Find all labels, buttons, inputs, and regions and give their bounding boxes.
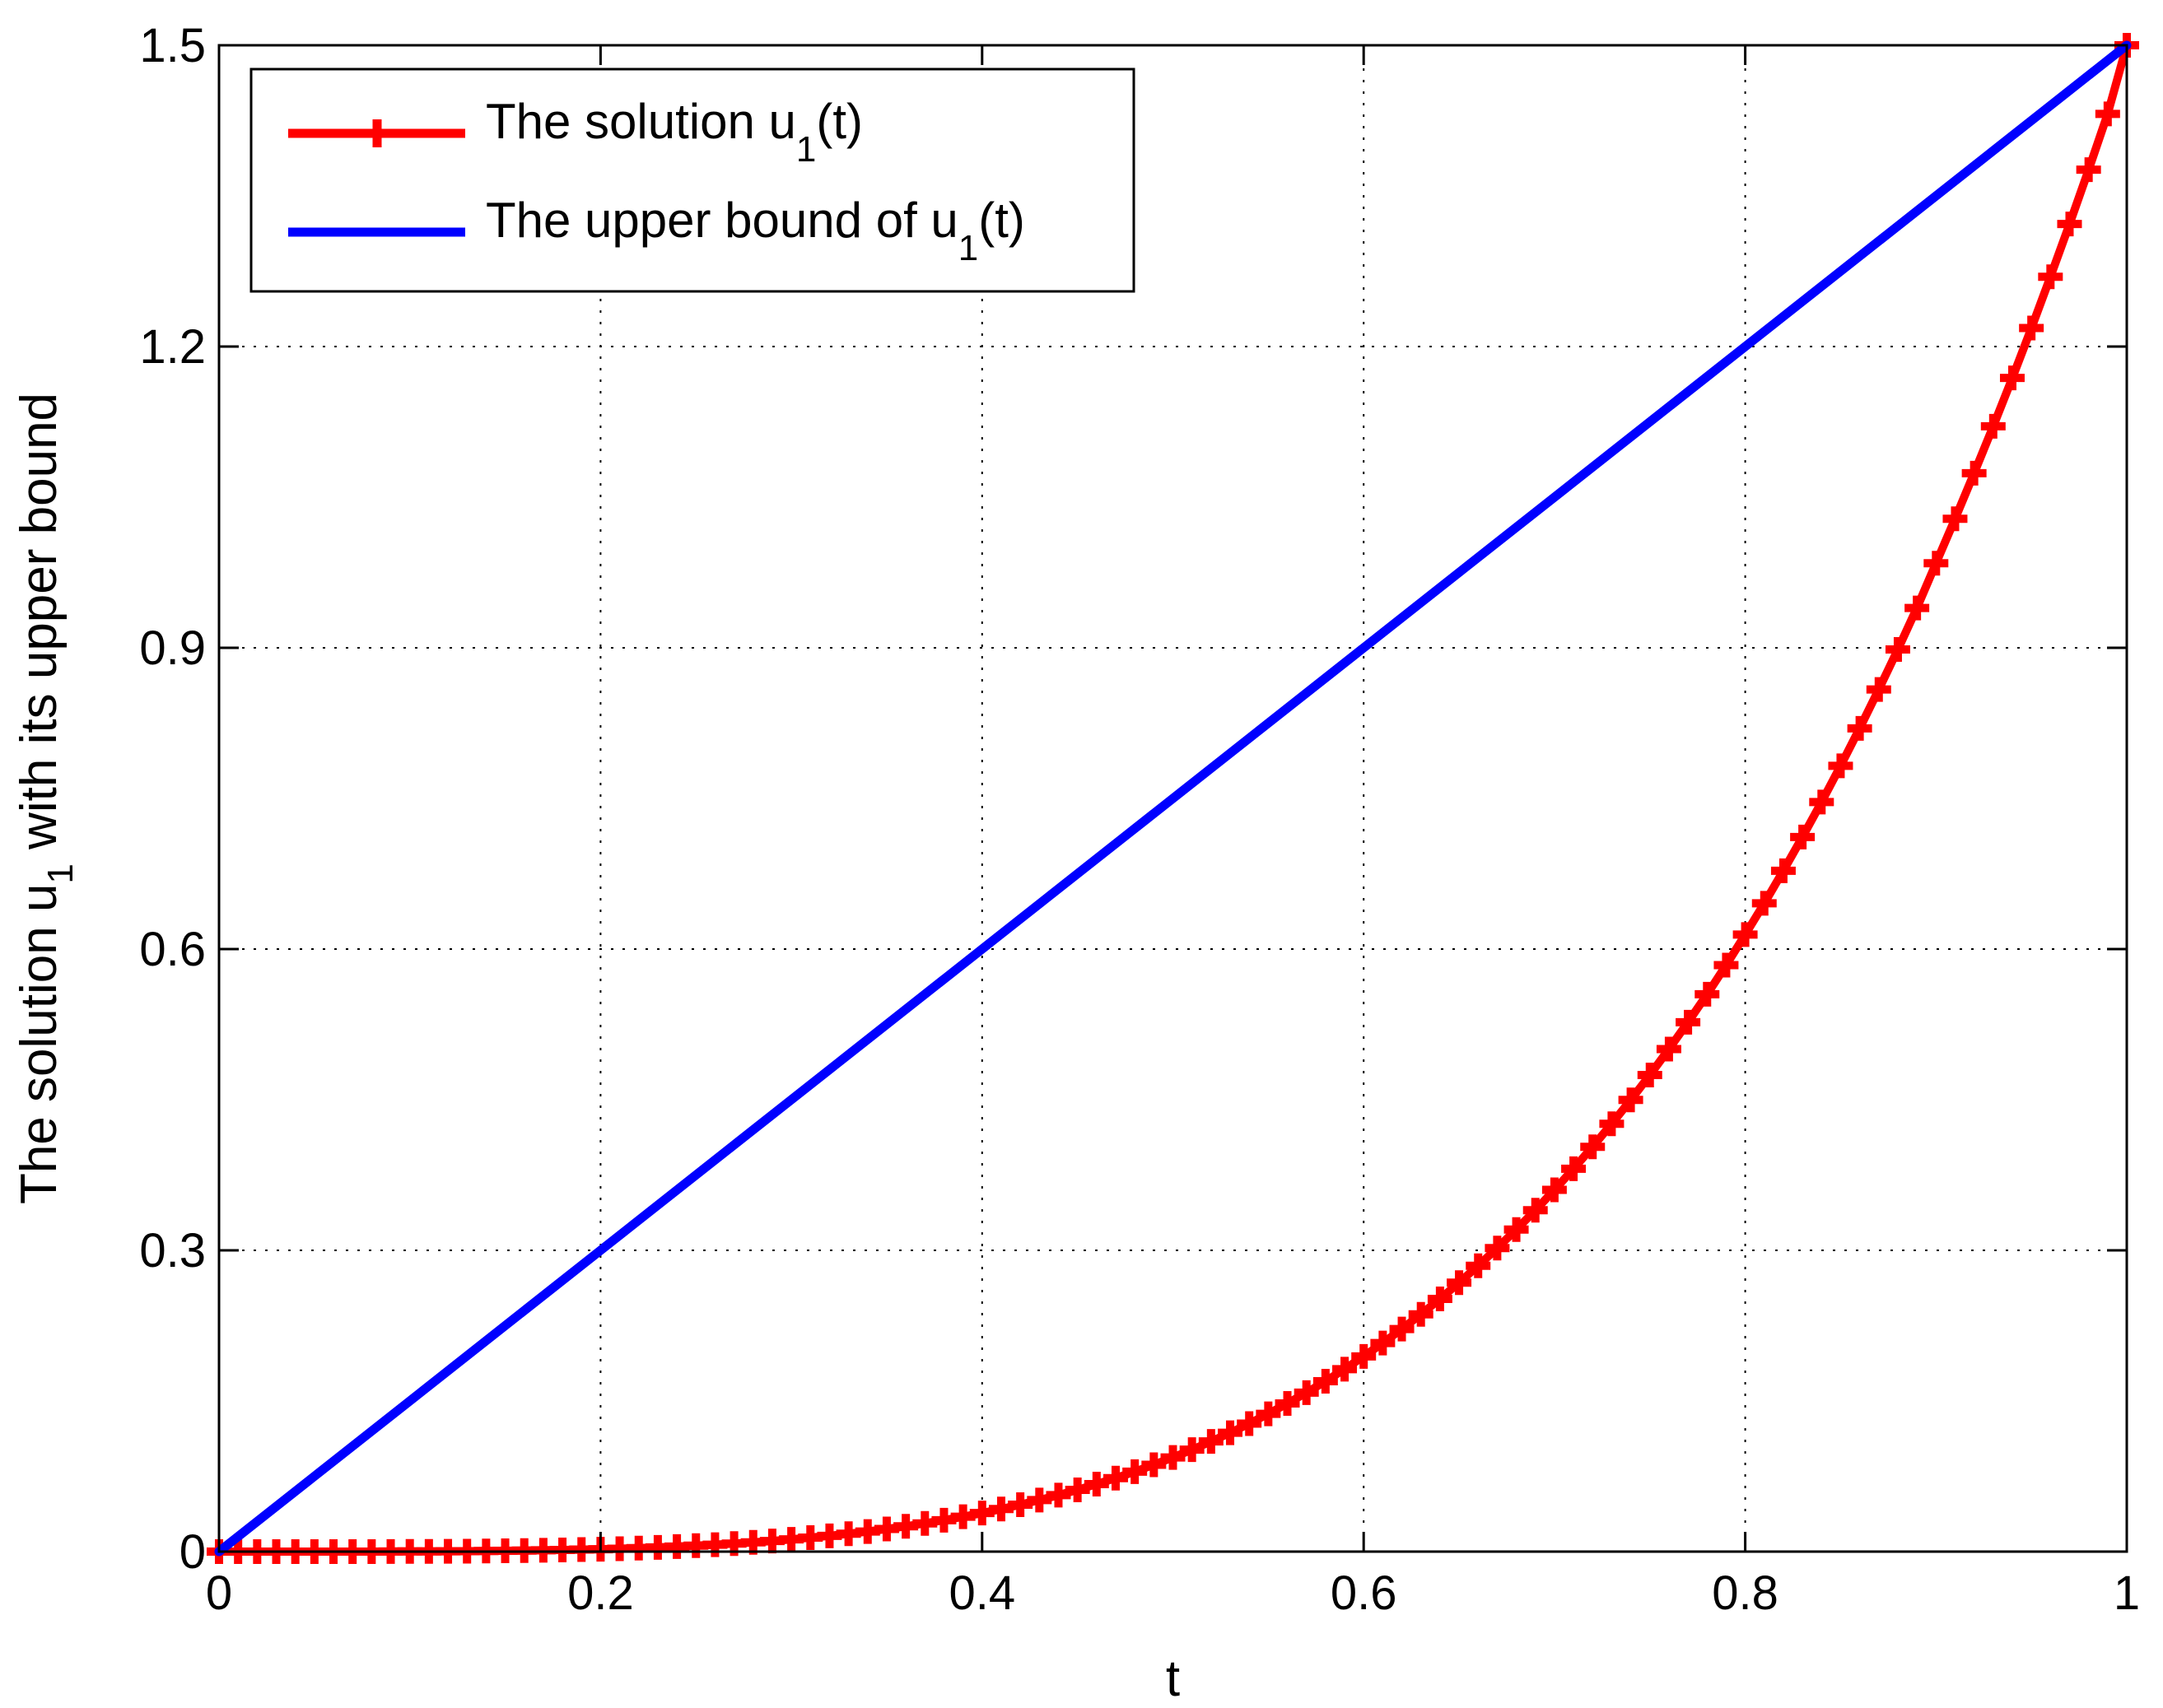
solution-marker [2038, 264, 2063, 290]
solution-marker [1084, 1472, 1109, 1497]
solution-marker [1237, 1411, 1262, 1436]
solution-marker [1522, 1198, 1548, 1223]
solution-marker [1695, 981, 1720, 1007]
solution-marker [2095, 101, 2120, 127]
solution-marker [1866, 677, 1891, 702]
solution-marker [1885, 636, 1910, 662]
legend-label-solution-main: The solution u [486, 94, 796, 149]
solution-marker [1618, 1087, 1643, 1113]
x-tick-label: 0.4 [949, 1566, 1015, 1620]
y-tick-label: 1.5 [139, 19, 206, 72]
plot-frame [217, 44, 2128, 1553]
solution-marker [1351, 1343, 1377, 1369]
solution-marker [1809, 789, 1834, 815]
legend-label-solution-sub: 1 [796, 129, 816, 170]
solution-marker [1427, 1287, 1452, 1312]
solution-marker [1370, 1330, 1396, 1356]
x-tick-label: 0 [206, 1566, 232, 1620]
solution-marker [1179, 1437, 1205, 1463]
solution-marker [1580, 1134, 1606, 1160]
solution-marker [1541, 1177, 1567, 1203]
solution-marker [1732, 922, 1758, 947]
solution-marker [1904, 595, 1930, 621]
legend-box [249, 67, 1135, 293]
ticks: 0 0.2 0.4 0.6 0.8 1 0 0.3 0.6 0.9 1.2 1.5 [139, 19, 2140, 1620]
solution-marker [1389, 1316, 1415, 1342]
y-axis-label-main: The solution u [11, 884, 68, 1204]
x-tick-label: 1 [2114, 1566, 2140, 1620]
solution-marker [1256, 1401, 1281, 1426]
solution-marker [1656, 1036, 1681, 1062]
y-tick-label: 0.3 [139, 1224, 206, 1278]
solution-marker [1599, 1111, 1625, 1137]
x-axis-label: t [1166, 1650, 1180, 1707]
solution-marker [1790, 824, 1816, 849]
x-tick-label: 0.6 [1331, 1566, 1397, 1620]
y-tick-label: 0.6 [139, 923, 206, 976]
solution-marker [1637, 1062, 1662, 1087]
y-axis-label-sub: 1 [40, 863, 81, 883]
y-axis-label-rest: with its upper bound [11, 393, 68, 863]
solution-marker [1122, 1459, 1148, 1484]
solution-marker [1942, 506, 1968, 532]
legend: The solution u1(t) The upper bound of u1… [249, 67, 1135, 293]
solution-marker [2076, 157, 2101, 183]
legend-label-solution-rest: (t) [816, 94, 863, 149]
solution-marker [1447, 1270, 1472, 1296]
solution-marker [1828, 753, 1853, 779]
solution-marker [1332, 1357, 1358, 1382]
solution-marker [1999, 365, 2025, 391]
solution-marker [1408, 1301, 1433, 1327]
solution-marker [1294, 1380, 1319, 1405]
solution-marker [1102, 1465, 1128, 1491]
solution-marker [1485, 1236, 1510, 1261]
solution-marker [1275, 1391, 1300, 1417]
upper-bound-line [214, 40, 2132, 1557]
legend-marker-solution [363, 119, 391, 147]
solution-marker [1218, 1420, 1243, 1445]
solution-marker [2057, 212, 2082, 237]
solution-marker [2019, 315, 2044, 341]
solution-marker [1141, 1452, 1167, 1478]
y-tick-label: 1.2 [139, 320, 206, 374]
solution-marker [1847, 715, 1872, 741]
solution-marker [1961, 460, 1987, 486]
solution-marker [1046, 1482, 1071, 1508]
solution-marker [1561, 1156, 1587, 1181]
solution-marker [1312, 1368, 1338, 1394]
x-tick-label: 0.2 [567, 1566, 634, 1620]
legend-label-upper-bound-sub: 1 [958, 228, 978, 268]
solution-marker [1466, 1253, 1491, 1278]
solution-marker [1198, 1429, 1224, 1454]
y-axis-label: The solution u1 with its upper bound [11, 393, 81, 1204]
legend-label-upper-bound-main: The upper bound of u [486, 193, 958, 248]
solution-marker [1770, 858, 1796, 883]
solution-marker [1065, 1477, 1090, 1502]
solution-marker [1160, 1445, 1186, 1470]
solution-marker [1676, 1009, 1701, 1035]
legend-label-solution: The solution u1(t) [486, 94, 863, 170]
legend-label-upper-bound: The upper bound of u1(t) [486, 193, 1025, 268]
solution-marker [1027, 1487, 1052, 1513]
x-tick-label: 0.8 [1712, 1566, 1778, 1620]
y-tick-label: 0 [179, 1525, 206, 1579]
y-tick-label: 0.9 [139, 621, 206, 675]
solution-marker [1751, 891, 1777, 916]
solution-marker [1980, 413, 2006, 439]
solution-marker [1713, 952, 1739, 978]
solution-marker [1923, 551, 1949, 576]
solution-marker [1008, 1492, 1033, 1518]
solution-marker [1503, 1217, 1529, 1242]
legend-label-upper-bound-rest: (t) [978, 193, 1025, 248]
solution-marker [988, 1496, 1014, 1522]
